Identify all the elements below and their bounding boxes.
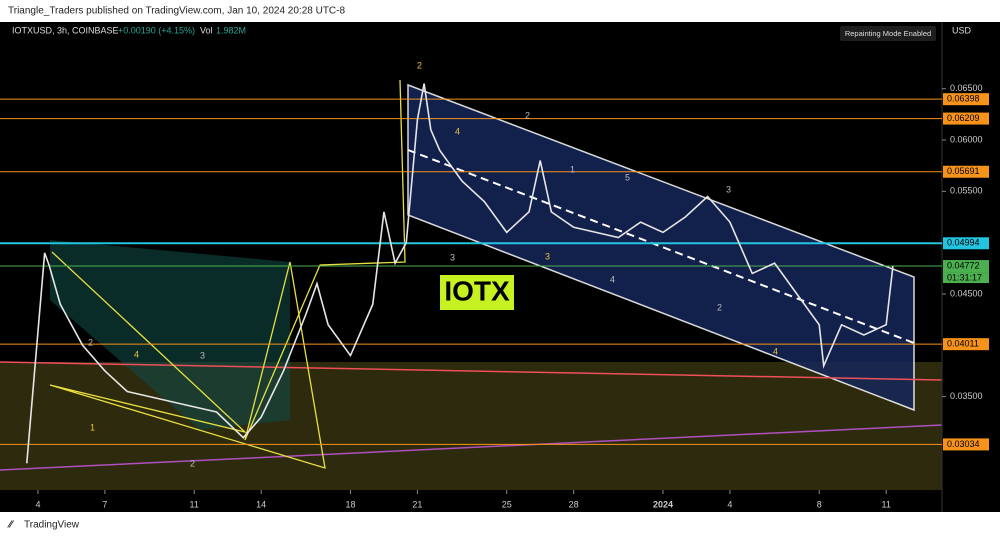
level-tag xyxy=(943,112,989,125)
symbol: IOTXUSD, 3h, COINBASE xyxy=(12,25,119,35)
zone xyxy=(0,362,942,490)
level-label: 0.04772 xyxy=(947,260,980,270)
top-bar xyxy=(0,0,1000,22)
red-line xyxy=(0,361,943,381)
x-tick-label: 4 xyxy=(727,499,732,509)
wave-label: 3 xyxy=(545,251,550,261)
x-tick-label: 8 xyxy=(817,499,822,509)
wave-label: 2 xyxy=(190,458,195,468)
pattern-fill xyxy=(50,240,290,430)
level-tag xyxy=(943,438,989,451)
y-tick-label: 0.04500 xyxy=(950,288,983,298)
wave-label: 4 xyxy=(455,126,460,136)
level-tag xyxy=(943,260,989,273)
x-tick-label: 28 xyxy=(569,499,579,509)
wave-label: 3 xyxy=(726,184,731,194)
purple-line xyxy=(0,424,943,471)
triangle-2 xyxy=(244,79,406,441)
level-label: 0.04994 xyxy=(947,238,980,248)
vol: 1.982M xyxy=(216,25,246,35)
vol-label: Vol xyxy=(200,25,213,35)
wave-label: 3 xyxy=(200,350,205,360)
level-tag xyxy=(943,93,989,106)
brand: TradingView xyxy=(24,520,80,531)
x-tick-label: 2024 xyxy=(653,499,673,509)
x-tick-label: 21 xyxy=(412,499,422,509)
x-tick-label: 4 xyxy=(35,499,40,509)
currency[interactable]: USD xyxy=(952,25,972,35)
iotx-label: IOTX xyxy=(444,275,510,306)
wave-label: 2 xyxy=(717,302,722,312)
iotx-badge xyxy=(440,275,514,310)
mode-box[interactable] xyxy=(840,26,936,41)
level-label: 0.05691 xyxy=(947,166,980,176)
countdown-tag xyxy=(943,272,989,284)
level-tag xyxy=(943,237,989,250)
wave-label: 3 xyxy=(450,252,455,262)
x-tick-label: 18 xyxy=(345,499,355,509)
y-tick-label: 0.03500 xyxy=(950,391,983,401)
y-tick-label: 0.05500 xyxy=(950,186,983,196)
wave-label: 1 xyxy=(570,164,575,174)
wave-label: 5 xyxy=(625,172,630,182)
x-tick-label: 7 xyxy=(102,499,107,509)
y-tick-label: 0.06000 xyxy=(950,134,983,144)
level-label: 0.03034 xyxy=(947,439,980,449)
x-tick-label: 14 xyxy=(256,499,266,509)
price-line xyxy=(25,83,894,464)
level-label: 0.04011 xyxy=(947,339,979,349)
mode[interactable]: Repainting Mode Enabled xyxy=(845,29,931,38)
x-tick-label: 11 xyxy=(882,499,891,509)
wave-label: 2 xyxy=(525,110,530,120)
wave-label: 4 xyxy=(773,346,778,356)
wave-label: 2 xyxy=(417,60,422,70)
level-label: 0.06209 xyxy=(947,113,980,123)
publish-info: Triangle_Traders published on TradingVie… xyxy=(8,6,345,17)
x-tick-label: 25 xyxy=(502,499,512,509)
wave-label: 1 xyxy=(90,422,95,432)
change: +0.00190 (+4.15%) xyxy=(118,25,195,35)
x-tick-label: 11 xyxy=(190,499,199,509)
y-tick-label: 0.06500 xyxy=(950,83,983,93)
logo: ⁄⁄ xyxy=(7,520,15,531)
triangle xyxy=(49,251,326,469)
countdown: 01:31:17 xyxy=(947,272,982,282)
level-label: 0.06398 xyxy=(947,94,980,104)
wave-label: 4 xyxy=(134,349,139,359)
wave-label: 4 xyxy=(610,274,615,284)
level-tag xyxy=(943,165,989,178)
level-tag xyxy=(943,338,989,351)
wave-label: 2 xyxy=(88,337,93,347)
footer xyxy=(0,512,1000,538)
